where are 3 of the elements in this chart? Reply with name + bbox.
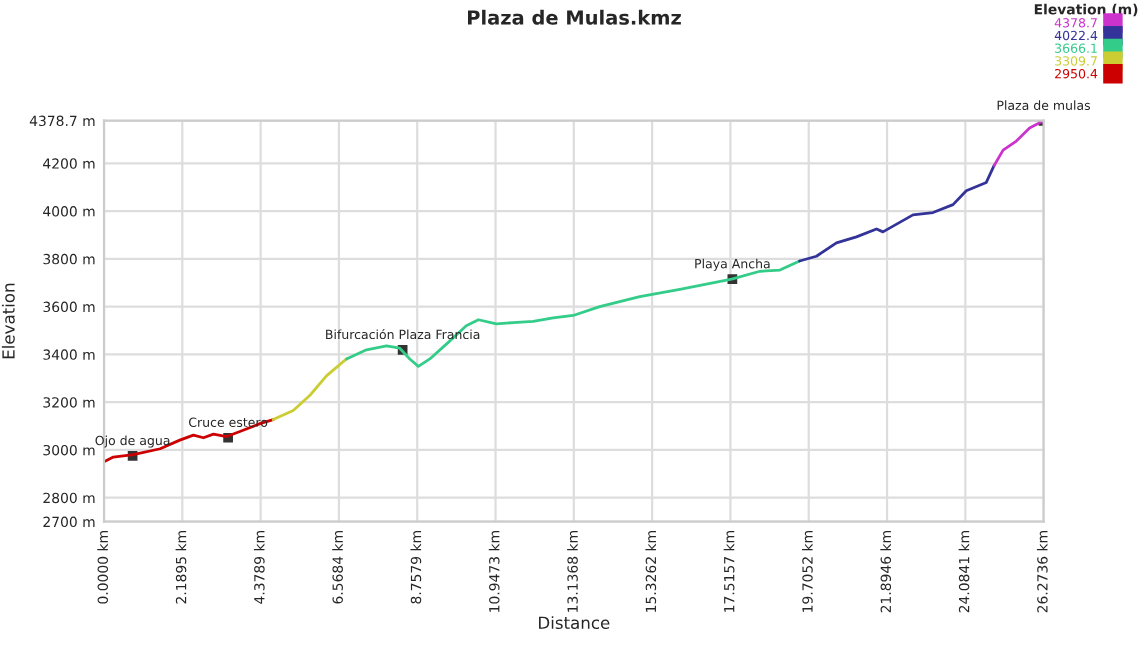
chart-title: Plaza de Mulas.kmz — [468, 9, 681, 25]
x-axis-title: Distance — [539, 616, 610, 630]
y-axis-title: Elevation — [1, 283, 15, 359]
